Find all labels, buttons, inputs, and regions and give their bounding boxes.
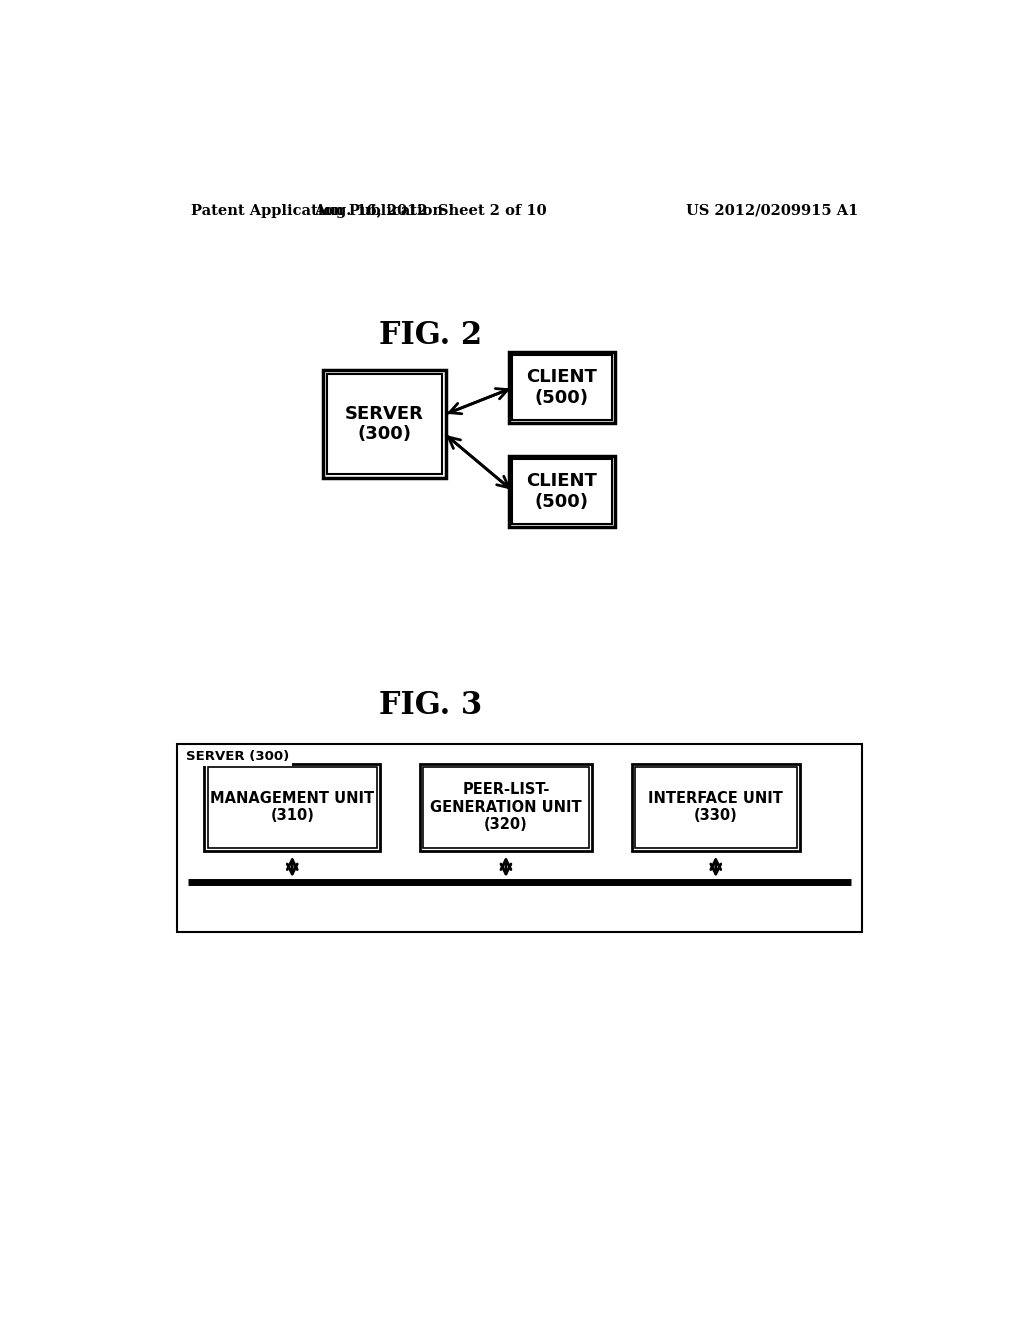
Bar xyxy=(635,767,797,847)
Bar xyxy=(420,763,592,850)
Bar xyxy=(632,763,800,850)
Text: SERVER
(300): SERVER (300) xyxy=(345,405,424,444)
Text: Patent Application Publication: Patent Application Publication xyxy=(190,203,442,218)
Bar xyxy=(208,767,377,847)
Text: INTERFACE UNIT
(330): INTERFACE UNIT (330) xyxy=(648,791,783,824)
Bar xyxy=(512,355,611,420)
Bar xyxy=(327,374,442,474)
Text: PEER-LIST-
GENERATION UNIT
(320): PEER-LIST- GENERATION UNIT (320) xyxy=(430,783,582,832)
Text: US 2012/0209915 A1: US 2012/0209915 A1 xyxy=(686,203,858,218)
Text: FIG. 3: FIG. 3 xyxy=(379,689,482,721)
Bar xyxy=(423,767,589,847)
Text: MANAGEMENT UNIT
(310): MANAGEMENT UNIT (310) xyxy=(210,791,375,824)
Text: Aug. 16, 2012  Sheet 2 of 10: Aug. 16, 2012 Sheet 2 of 10 xyxy=(314,203,547,218)
Bar xyxy=(509,455,614,527)
Bar xyxy=(205,763,380,850)
Bar xyxy=(509,351,614,424)
Bar xyxy=(177,743,862,932)
Text: CLIENT
(500): CLIENT (500) xyxy=(526,368,597,407)
Text: CLIENT
(500): CLIENT (500) xyxy=(526,473,597,511)
Bar xyxy=(323,370,446,478)
Text: SERVER (300): SERVER (300) xyxy=(186,750,289,763)
Text: FIG. 2: FIG. 2 xyxy=(379,319,482,351)
Bar xyxy=(512,459,611,524)
